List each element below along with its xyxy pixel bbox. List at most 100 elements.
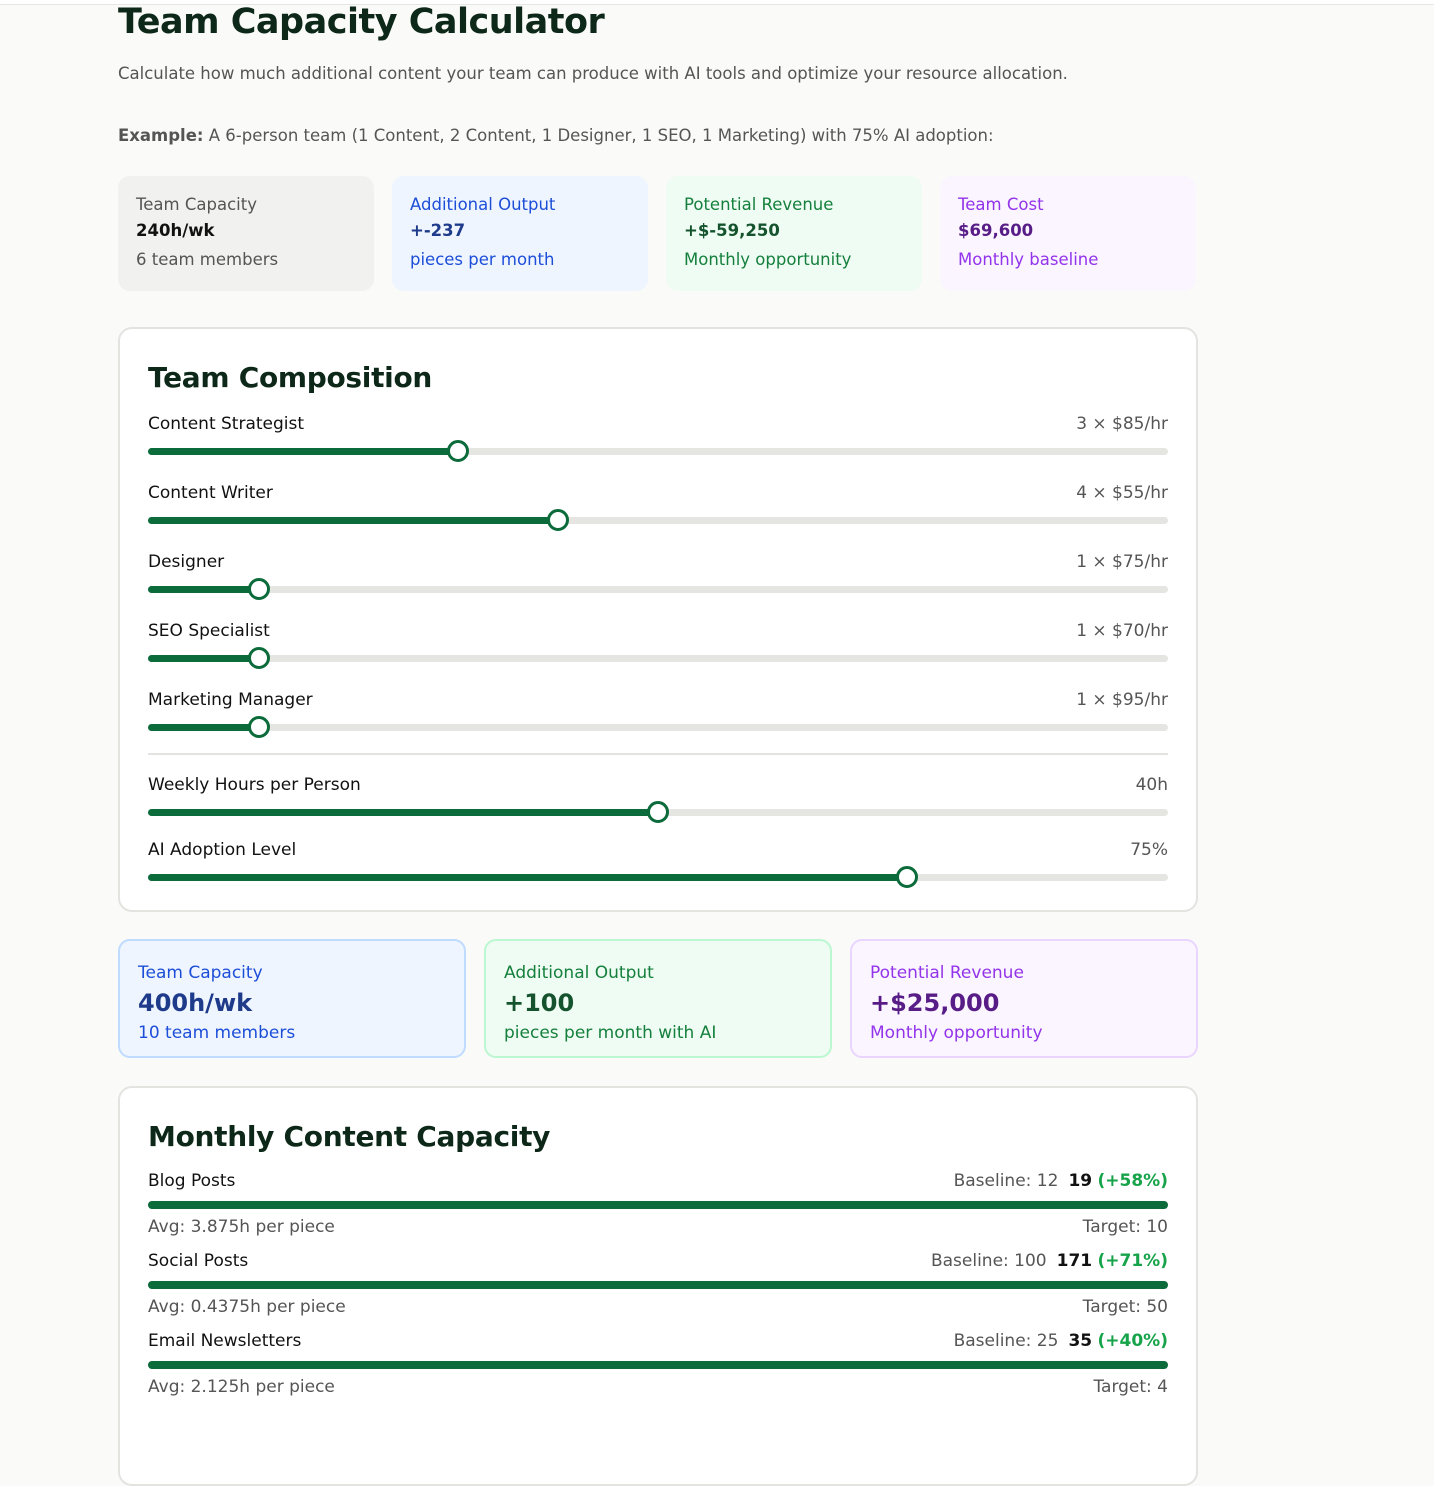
capacity-values: Baseline: 12 19 (+58%) bbox=[954, 1171, 1168, 1191]
example: Example: A 6-person team (1 Content, 2 C… bbox=[118, 126, 994, 145]
slider-label: SEO Specialist bbox=[148, 621, 270, 641]
capacity-values: Baseline: 100 171 (+71%) bbox=[931, 1251, 1168, 1271]
slider-track[interactable] bbox=[148, 509, 1168, 531]
slider-row: Content Strategist 3 × $85/hr bbox=[148, 414, 1168, 462]
capacity-panel: Monthly Content Capacity Blog Posts Basel… bbox=[118, 1086, 1198, 1486]
capacity-items: Blog Posts Baseline: 12 19 (+58%) Avg: 3.87… bbox=[148, 1171, 1168, 1397]
stat-card: Potential Revenue +$25,000 Monthly opportu… bbox=[850, 939, 1198, 1058]
slider-track[interactable] bbox=[148, 866, 1168, 888]
card-label: Team Cost bbox=[958, 195, 1044, 214]
stat-card: Team Capacity 400h/wk 10 team members bbox=[118, 939, 466, 1058]
average: Avg: 0.4375h per piece bbox=[148, 1297, 346, 1317]
section-title: Team Composition bbox=[148, 361, 433, 394]
target: Target: 10 bbox=[1082, 1217, 1168, 1237]
card-note: Monthly baseline bbox=[958, 250, 1099, 269]
slider-label: Marketing Manager bbox=[148, 690, 313, 710]
capacity-bar bbox=[148, 1281, 1168, 1289]
slider-fill bbox=[148, 517, 559, 524]
slider-track[interactable] bbox=[148, 440, 1168, 462]
slider-row: AI Adoption Level 75% bbox=[148, 840, 1168, 888]
card-value: +100 bbox=[504, 989, 575, 1017]
slider-track[interactable] bbox=[148, 578, 1168, 600]
composition-panel: Team Composition Content Strategist 3 × $… bbox=[118, 327, 1198, 912]
capacity-item: Blog Posts Baseline: 12 19 (+58%) Avg: 3.87… bbox=[148, 1171, 1168, 1237]
card-value: +$25,000 bbox=[870, 989, 1000, 1017]
summary-cards: Team Capacity 400h/wk 10 team members Addit… bbox=[118, 939, 1198, 1058]
capacity-footer: Avg: 0.4375h per piece Target: 50 bbox=[148, 1297, 1168, 1317]
capacity-change: (+40%) bbox=[1097, 1331, 1168, 1351]
slider-label: Designer bbox=[148, 552, 225, 572]
card-value: $69,600 bbox=[958, 221, 1034, 240]
slider-track[interactable] bbox=[148, 801, 1168, 823]
capacity-bar bbox=[148, 1361, 1168, 1369]
slider-label: AI Adoption Level bbox=[148, 840, 297, 860]
capacity-name: Social Posts bbox=[148, 1251, 249, 1271]
card-label: Team Capacity bbox=[136, 195, 257, 214]
slider-thumb[interactable] bbox=[547, 509, 570, 531]
example-text: A 6-person team (1 Content, 2 Content, 1… bbox=[208, 126, 994, 145]
description: Calculate how much additional content yo… bbox=[118, 64, 1068, 83]
example-label: Example: bbox=[118, 126, 204, 145]
card-note: 6 team members bbox=[136, 250, 279, 269]
slider-thumb[interactable] bbox=[447, 440, 470, 462]
card-note: 10 team members bbox=[138, 1023, 296, 1043]
card-value: +$-59,250 bbox=[684, 221, 780, 240]
slider-row: SEO Specialist 1 × $70/hr bbox=[148, 621, 1168, 669]
capacity-name: Blog Posts bbox=[148, 1171, 236, 1191]
average: Avg: 2.125h per piece bbox=[148, 1377, 335, 1397]
card-label: Additional Output bbox=[410, 195, 556, 214]
card-note: pieces per month with AI bbox=[504, 1023, 717, 1043]
slider-label: Content Strategist bbox=[148, 414, 305, 434]
slider-fill bbox=[148, 655, 260, 662]
slider-header: Marketing Manager 1 × $95/hr bbox=[148, 690, 1168, 710]
card-label: Additional Output bbox=[504, 963, 654, 983]
slider-header: AI Adoption Level 75% bbox=[148, 840, 1168, 860]
slider-fill bbox=[148, 724, 260, 731]
card-note: Monthly opportunity bbox=[870, 1023, 1043, 1043]
slider-track[interactable] bbox=[148, 647, 1168, 669]
slider-value: 40h bbox=[1135, 775, 1168, 795]
card-label: Team Capacity bbox=[138, 963, 263, 983]
slider-value: 3 × $85/hr bbox=[1076, 414, 1168, 434]
capacity-header: Social Posts Baseline: 100 171 (+71%) bbox=[148, 1251, 1168, 1271]
slider-header: Content Writer 4 × $55/hr bbox=[148, 483, 1168, 503]
capacity-values: Baseline: 25 35 (+40%) bbox=[954, 1331, 1168, 1351]
card-value: 400h/wk bbox=[138, 989, 253, 1017]
card-label: Potential Revenue bbox=[870, 963, 1024, 983]
capacity-value: 171 bbox=[1056, 1251, 1093, 1271]
baseline: Baseline: 12 bbox=[953, 1171, 1059, 1191]
stat-card: Additional Output +-237 pieces per month bbox=[392, 176, 648, 291]
slider-thumb[interactable] bbox=[248, 716, 271, 738]
slider-track[interactable] bbox=[148, 716, 1168, 738]
stat-card: Additional Output +100 pieces per month wi… bbox=[484, 939, 832, 1058]
slider-fill bbox=[148, 448, 459, 455]
slider-row: Content Writer 4 × $55/hr bbox=[148, 483, 1168, 531]
slider-value: 75% bbox=[1130, 840, 1168, 860]
capacity-name: Email Newsletters bbox=[148, 1331, 302, 1351]
card-note: pieces per month bbox=[410, 250, 555, 269]
capacity-header: Blog Posts Baseline: 12 19 (+58%) bbox=[148, 1171, 1168, 1191]
card-label: Potential Revenue bbox=[684, 195, 834, 214]
capacity-item: Social Posts Baseline: 100 171 (+71%) Avg: … bbox=[148, 1251, 1168, 1317]
card-value: 240h/wk bbox=[136, 221, 215, 240]
baseline: Baseline: 25 bbox=[953, 1331, 1059, 1351]
slider-thumb[interactable] bbox=[895, 866, 918, 888]
slider-thumb[interactable] bbox=[248, 647, 271, 669]
target: Target: 50 bbox=[1082, 1297, 1168, 1317]
capacity-change: (+58%) bbox=[1097, 1171, 1168, 1191]
capacity-bar bbox=[148, 1201, 1168, 1209]
slider-label: Content Writer bbox=[148, 483, 273, 503]
stat-card: Team Capacity 240h/wk 6 team members bbox=[118, 176, 374, 291]
slider-thumb[interactable] bbox=[647, 801, 669, 823]
slider-value: 1 × $75/hr bbox=[1076, 552, 1168, 572]
slider-header: SEO Specialist 1 × $70/hr bbox=[148, 621, 1168, 641]
slider-row: Designer 1 × $75/hr bbox=[148, 552, 1168, 600]
stat-card: Team Cost $69,600 Monthly baseline bbox=[940, 176, 1196, 291]
slider-value: 1 × $70/hr bbox=[1076, 621, 1168, 641]
slider-fill bbox=[148, 586, 260, 593]
divider bbox=[148, 753, 1168, 755]
capacity-value: 19 bbox=[1068, 1171, 1093, 1191]
slider-thumb[interactable] bbox=[248, 578, 271, 600]
roles: Content Strategist 3 × $85/hr Content Writ… bbox=[148, 414, 1168, 738]
